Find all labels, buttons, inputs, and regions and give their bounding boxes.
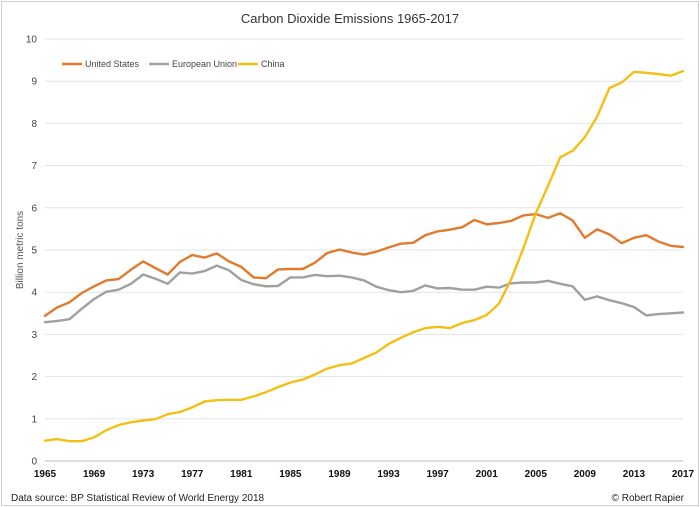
y-tick-label: 3: [31, 330, 37, 341]
y-axis-label: Billion metric tons: [15, 211, 26, 289]
x-tick-label: 1981: [230, 469, 253, 480]
x-tick-label: 1985: [279, 469, 302, 480]
chart-title: Carbon Dioxide Emissions 1965-2017: [241, 11, 459, 26]
y-tick-label: 10: [26, 35, 38, 46]
x-tick-label: 1969: [83, 469, 106, 480]
legend-label-china: China: [261, 59, 285, 69]
x-tick-label: 2017: [672, 469, 695, 480]
legend-label-european-union: European Union: [172, 59, 237, 69]
x-tick-label: 2001: [476, 469, 499, 480]
y-tick-label: 9: [31, 77, 37, 88]
x-tick-label: 2005: [525, 469, 548, 480]
y-tick-label: 6: [31, 203, 37, 214]
y-tick-label: 8: [31, 119, 37, 130]
y-tick-label: 2: [31, 372, 37, 383]
x-tick-label: 2013: [623, 469, 646, 480]
data-source-note: Data source: BP Statistical Review of Wo…: [11, 493, 265, 504]
x-tick-label: 1997: [426, 469, 449, 480]
author-credit: © Robert Rapier: [611, 493, 684, 504]
legend: United States European Union China: [62, 59, 285, 69]
gridlines: [45, 38, 683, 462]
series-line-china: [43, 69, 685, 443]
x-tick-label: 2009: [574, 469, 597, 480]
series-lines: [43, 69, 685, 443]
x-tick-label: 1973: [132, 469, 155, 480]
x-tick-label: 1989: [328, 469, 351, 480]
y-tick-label: 4: [31, 288, 37, 299]
series-line-european-union: [43, 264, 685, 324]
legend-label-united-states: United States: [85, 59, 140, 69]
y-tick-label: 1: [31, 414, 37, 425]
x-tick-label: 1977: [181, 469, 204, 480]
x-tick-label: 1965: [34, 469, 57, 480]
y-tick-labels: 0 1 2 3 4 5 6 7 8 9 10: [26, 35, 38, 468]
series-line-united-states: [43, 212, 685, 317]
y-tick-label: 5: [31, 246, 37, 257]
y-tick-label: 0: [31, 457, 37, 468]
x-tick-label: 1993: [377, 469, 400, 480]
y-tick-label: 7: [31, 161, 37, 172]
x-tick-labels: 1965 1969 1973 1977 1981 1985 1989 1993 1997 2001…: [34, 469, 695, 480]
